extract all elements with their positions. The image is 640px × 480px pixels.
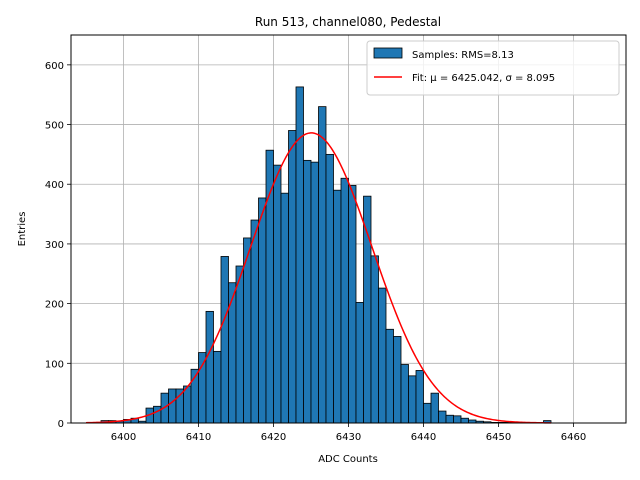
histogram-bar — [400, 364, 409, 424]
legend-histogram-label: Samples: RMS=8.13 — [412, 50, 514, 61]
legend-fit-label: Fit: μ = 6425.042, σ = 8.095 — [412, 73, 555, 84]
histogram-bar — [415, 370, 424, 424]
histogram-bar — [235, 265, 244, 424]
legend: Samples: RMS=8.13 Fit: μ = 6425.042, σ =… — [366, 40, 620, 96]
histogram-bar — [265, 149, 274, 424]
histogram-bar — [168, 388, 177, 424]
x-tick-label: 6400 — [111, 432, 136, 443]
histogram-bar — [318, 106, 327, 424]
histogram-bar — [153, 405, 162, 424]
histogram-bar — [460, 417, 469, 424]
histogram-bar — [408, 375, 417, 424]
histogram-bar — [333, 189, 342, 424]
histogram-bars — [100, 86, 552, 424]
histogram-bar — [340, 177, 349, 424]
histogram-bar — [378, 287, 387, 424]
y-tick-label: 200 — [45, 300, 64, 311]
histogram-bar — [280, 192, 289, 424]
histogram-bar — [393, 336, 402, 424]
histogram-bar — [288, 130, 297, 424]
histogram-bar — [445, 414, 454, 424]
histogram-bar — [310, 161, 319, 424]
y-axis: 0 100 200 300 400 500 600 — [45, 61, 71, 430]
histogram-bar — [325, 153, 334, 424]
histogram-bar — [183, 385, 192, 424]
legend-box — [366, 40, 620, 96]
x-tick-label: 6450 — [486, 432, 511, 443]
histogram-bar — [430, 392, 439, 424]
x-axis: 6400 6410 6420 6430 6440 6450 6460 — [111, 423, 586, 443]
fit-curve — [85, 132, 552, 424]
histogram-bar — [363, 195, 372, 424]
y-tick-label: 500 — [45, 121, 64, 132]
y-tick-label: 0 — [58, 419, 64, 430]
histogram-bar — [438, 410, 447, 424]
histogram-bar — [355, 302, 364, 424]
y-axis-label: Entries — [17, 212, 28, 247]
histogram-bar — [205, 310, 214, 424]
y-tick-label: 100 — [45, 359, 64, 370]
histogram-bar — [198, 352, 207, 424]
histogram-bar — [303, 159, 312, 424]
y-tick-label: 300 — [45, 240, 64, 251]
histogram-bar — [348, 185, 357, 424]
histogram-bar — [258, 197, 267, 424]
histogram-bar — [175, 388, 184, 424]
x-tick-label: 6430 — [336, 432, 361, 443]
y-tick-label: 600 — [45, 61, 64, 72]
histogram-bar — [220, 256, 229, 424]
histogram-bar — [453, 415, 462, 424]
histogram-bar — [273, 164, 282, 424]
chart-title: Run 513, channel080, Pedestal — [255, 15, 441, 29]
fit-curve-group — [85, 132, 552, 424]
histogram-bar — [423, 402, 432, 424]
x-tick-label: 6460 — [561, 432, 586, 443]
histogram-bar — [370, 255, 379, 424]
x-axis-label: ADC Counts — [318, 454, 378, 465]
x-tick-label: 6410 — [186, 432, 211, 443]
y-tick-label: 400 — [45, 180, 64, 191]
histogram-bar — [385, 328, 394, 424]
legend-histogram-swatch — [373, 47, 403, 59]
x-tick-label: 6440 — [411, 432, 436, 443]
histogram-bar — [250, 219, 259, 424]
histogram-bar — [213, 350, 222, 424]
x-tick-label: 6420 — [261, 432, 286, 443]
